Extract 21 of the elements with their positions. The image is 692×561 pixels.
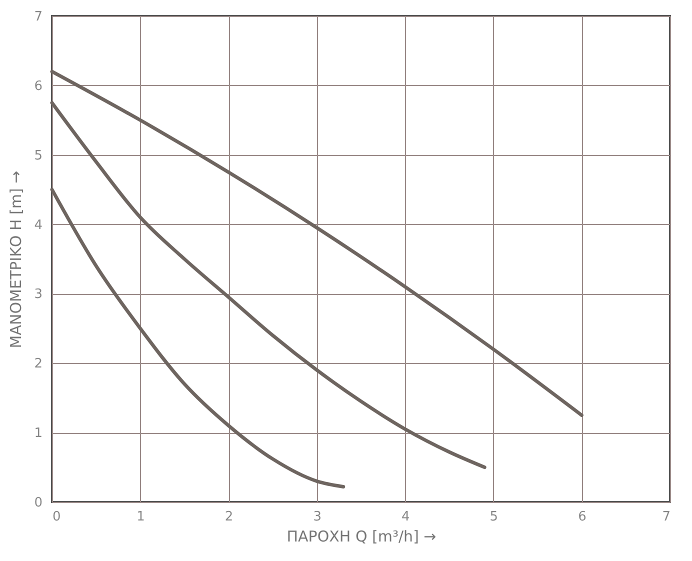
x-tick-label: 6 [578,510,586,524]
x-tick-label: 0 [52,510,61,524]
x-tick-label: 5 [490,510,498,524]
y-tick-label: 0 [34,496,42,510]
x-tick-label: 2 [224,510,234,524]
line-series [50,188,346,488]
line-series [50,70,584,417]
y-tick-label: 5 [34,148,42,164]
x-tick-label: 1 [136,510,145,524]
y-axis-title: ΜΑΝΟΜΕΤΡΙΚΟ Η [m] → [7,170,26,348]
x-axis-title: ΠΑΡΟΧΗ Q [m³/h] → [286,528,436,546]
x-tick-label: 7 [662,510,670,524]
x-tick-label: 3 [313,510,322,524]
y-tick-label: 2 [34,356,42,372]
y-tick-label: 7 [34,10,42,24]
line-series [50,101,486,470]
y-tick-label: 4 [34,218,42,233]
x-tick-label: 4 [402,510,410,524]
y-tick-label: 6 [34,78,42,94]
y-tick-label: 1 [34,426,42,442]
y-tick-label: 3 [34,287,42,302]
